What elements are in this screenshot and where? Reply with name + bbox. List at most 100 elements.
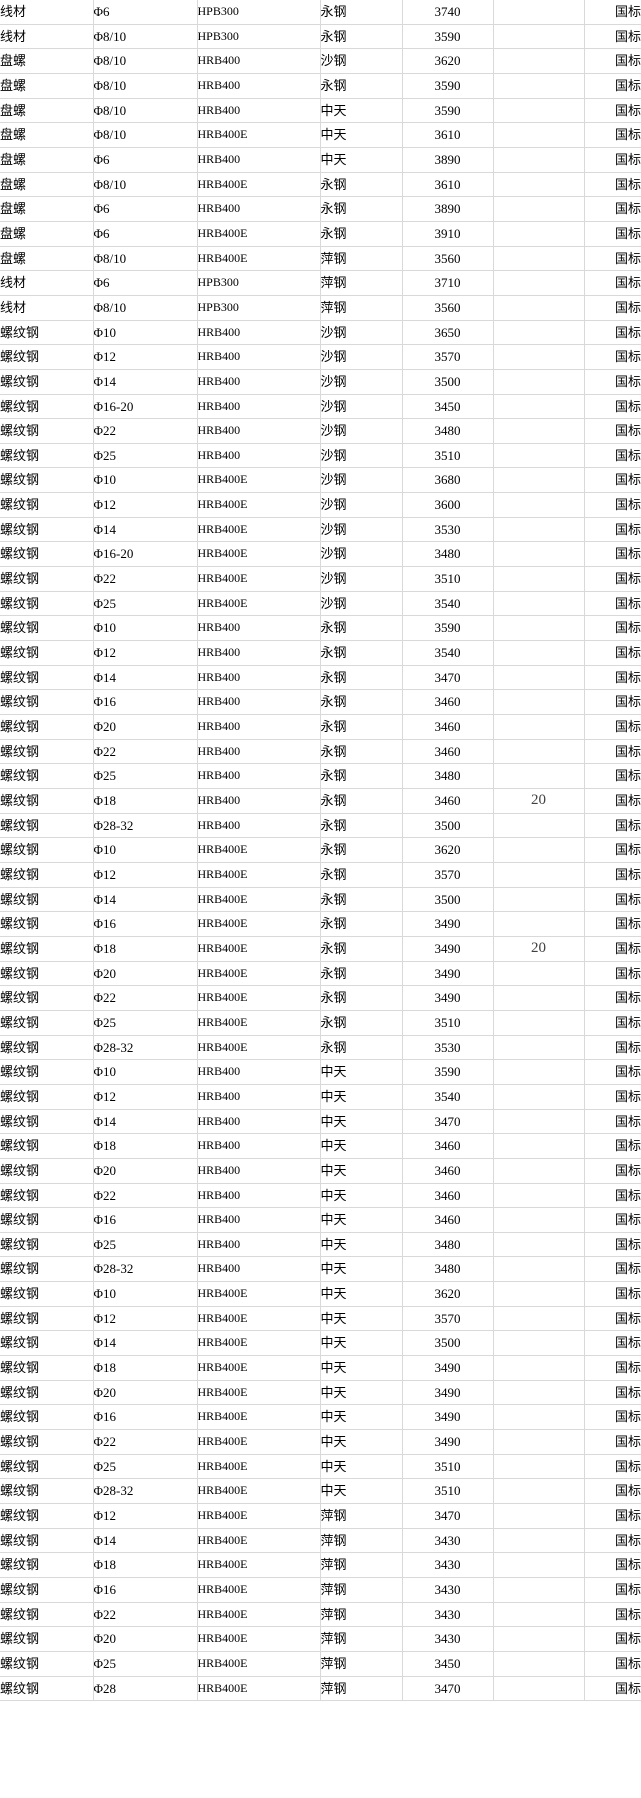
table-row[interactable]: 螺纹钢 Φ22 HRB400E 中天 3490 国标 — [0, 1429, 641, 1455]
table-row[interactable]: 螺纹钢 Φ16 HRB400 中天 3460 国标 — [0, 1207, 641, 1233]
table-row[interactable]: 螺纹钢 Φ12 HRB400E 沙钢 3600 国标 — [0, 492, 641, 518]
cell-change — [493, 1256, 585, 1283]
table-row[interactable]: 螺纹钢 Φ28-32 HRB400 永钢 3500 国标 — [0, 813, 641, 839]
cell-standard: 国标 — [584, 1207, 641, 1233]
table-row[interactable]: 螺纹钢 Φ25 HRB400E 中天 3510 国标 — [0, 1454, 641, 1480]
table-row[interactable]: 螺纹钢 Φ25 HRB400 中天 3480 国标 — [0, 1232, 641, 1258]
cell-product: 螺纹钢 — [0, 689, 94, 716]
cell-spec: Φ16 — [93, 911, 198, 937]
table-row[interactable]: 盘螺 Φ8/10 HRB400E 中天 3610 国标 — [0, 122, 641, 148]
table-row[interactable]: 线材 Φ8/10 HPB300 萍钢 3560 国标 — [0, 295, 641, 321]
cell-mill: 中天 — [320, 1207, 403, 1233]
cell-grade: HRB400E — [197, 566, 321, 592]
table-row[interactable]: 螺纹钢 Φ20 HRB400 永钢 3460 国标 — [0, 714, 641, 740]
cell-spec: Φ22 — [93, 566, 198, 592]
cell-price: 3490 — [402, 1429, 494, 1455]
table-row[interactable]: 螺纹钢 Φ28 HRB400E 萍钢 3470 国标 — [0, 1676, 641, 1702]
table-row[interactable]: 螺纹钢 Φ10 HRB400E 永钢 3620 国标 — [0, 837, 641, 863]
table-row[interactable]: 螺纹钢 Φ25 HRB400 沙钢 3510 国标 — [0, 443, 641, 469]
table-row[interactable]: 螺纹钢 Φ14 HRB400E 萍钢 3430 国标 — [0, 1528, 641, 1554]
table-row[interactable]: 螺纹钢 Φ16 HRB400 永钢 3460 国标 — [0, 689, 641, 716]
cell-price: 3470 — [402, 1676, 494, 1702]
table-row[interactable]: 螺纹钢 Φ25 HRB400E 永钢 3510 国标 — [0, 1010, 641, 1036]
cell-grade: HRB400 — [197, 1183, 321, 1209]
table-row[interactable]: 盘螺 Φ6 HRB400 永钢 3890 国标 — [0, 196, 641, 222]
table-row[interactable]: 螺纹钢 Φ14 HRB400 沙钢 3500 国标 — [0, 369, 641, 395]
table-row[interactable]: 螺纹钢 Φ22 HRB400E 永钢 3490 国标 — [0, 985, 641, 1011]
table-row[interactable]: 螺纹钢 Φ12 HRB400 沙钢 3570 国标 — [0, 344, 641, 370]
table-row[interactable]: 螺纹钢 Φ25 HRB400E 萍钢 3450 国标 — [0, 1651, 641, 1677]
cell-price: 3460 — [402, 1183, 494, 1209]
table-row[interactable]: 螺纹钢 Φ18 HRB400 中天 3460 国标 — [0, 1133, 641, 1159]
cell-price: 3500 — [402, 813, 494, 839]
cell-grade: HRB400 — [197, 1158, 321, 1184]
table-row[interactable]: 螺纹钢 Φ20 HRB400E 萍钢 3430 国标 — [0, 1626, 641, 1652]
cell-change — [493, 467, 585, 494]
table-row[interactable]: 螺纹钢 Φ14 HRB400E 永钢 3500 国标 — [0, 887, 641, 913]
table-row[interactable]: 螺纹钢 Φ16-20 HRB400 沙钢 3450 国标 — [0, 394, 641, 420]
table-row[interactable]: 螺纹钢 Φ10 HRB400 永钢 3590 国标 — [0, 615, 641, 642]
cell-spec: Φ14 — [93, 887, 198, 913]
cell-standard: 国标 — [584, 320, 641, 346]
table-row[interactable]: 螺纹钢 Φ12 HRB400E 永钢 3570 国标 — [0, 862, 641, 888]
cell-product: 螺纹钢 — [0, 615, 94, 642]
table-row[interactable]: 螺纹钢 Φ25 HRB400 永钢 3480 国标 — [0, 763, 641, 789]
table-row[interactable]: 螺纹钢 Φ18 HRB400 永钢 3460 20 国标 — [0, 788, 641, 814]
table-row[interactable]: 螺纹钢 Φ12 HRB400E 中天 3570 国标 — [0, 1306, 641, 1332]
table-row[interactable]: 螺纹钢 Φ16 HRB400E 中天 3490 国标 — [0, 1404, 641, 1431]
cell-price: 3740 — [402, 0, 494, 25]
table-row[interactable]: 线材 Φ8/10 HPB300 永钢 3590 国标 — [0, 24, 641, 50]
table-row[interactable]: 线材 Φ6 HPB300 永钢 3740 国标 — [0, 0, 641, 25]
table-row[interactable]: 盘螺 Φ6 HRB400E 永钢 3910 国标 — [0, 221, 641, 247]
table-row[interactable]: 螺纹钢 Φ20 HRB400 中天 3460 国标 — [0, 1158, 641, 1184]
cell-price: 3490 — [402, 961, 494, 987]
table-row[interactable]: 螺纹钢 Φ22 HRB400 永钢 3460 国标 — [0, 739, 641, 765]
table-row[interactable]: 盘螺 Φ8/10 HRB400E 萍钢 3560 国标 — [0, 246, 641, 272]
table-row[interactable]: 盘螺 Φ8/10 HRB400 永钢 3590 国标 — [0, 73, 641, 99]
table-row[interactable]: 螺纹钢 Φ20 HRB400E 中天 3490 国标 — [0, 1380, 641, 1406]
table-row[interactable]: 螺纹钢 Φ18 HRB400E 永钢 3490 20 国标 — [0, 936, 641, 962]
table-row[interactable]: 螺纹钢 Φ12 HRB400 永钢 3540 国标 — [0, 640, 641, 666]
table-row[interactable]: 螺纹钢 Φ10 HRB400 中天 3590 国标 — [0, 1059, 641, 1085]
cell-spec: Φ25 — [93, 763, 198, 789]
table-row[interactable]: 螺纹钢 Φ28-32 HRB400 中天 3480 国标 — [0, 1256, 641, 1283]
table-row[interactable]: 螺纹钢 Φ16-20 HRB400E 沙钢 3480 国标 — [0, 541, 641, 568]
table-row[interactable]: 螺纹钢 Φ25 HRB400E 沙钢 3540 国标 — [0, 591, 641, 617]
table-row[interactable]: 盘螺 Φ8/10 HRB400 中天 3590 国标 — [0, 98, 641, 124]
table-row[interactable]: 螺纹钢 Φ14 HRB400 永钢 3470 国标 — [0, 665, 641, 691]
table-row[interactable]: 螺纹钢 Φ18 HRB400E 中天 3490 国标 — [0, 1355, 641, 1381]
table-row[interactable]: 盘螺 Φ6 HRB400 中天 3890 国标 — [0, 147, 641, 173]
table-row[interactable]: 螺纹钢 Φ14 HRB400E 沙钢 3530 国标 — [0, 517, 641, 543]
table-row[interactable]: 螺纹钢 Φ16 HRB400E 永钢 3490 国标 — [0, 911, 641, 937]
cell-standard: 国标 — [584, 1109, 641, 1135]
table-row[interactable]: 螺纹钢 Φ12 HRB400E 萍钢 3470 国标 — [0, 1503, 641, 1529]
table-row[interactable]: 螺纹钢 Φ12 HRB400 中天 3540 国标 — [0, 1084, 641, 1110]
table-row[interactable]: 螺纹钢 Φ28-32 HRB400E 永钢 3530 国标 — [0, 1035, 641, 1061]
cell-product: 螺纹钢 — [0, 320, 94, 346]
cell-spec: Φ20 — [93, 1380, 198, 1406]
table-row[interactable]: 螺纹钢 Φ10 HRB400 沙钢 3650 国标 — [0, 320, 641, 346]
table-row[interactable]: 螺纹钢 Φ16 HRB400E 萍钢 3430 国标 — [0, 1577, 641, 1603]
table-row[interactable]: 盘螺 Φ8/10 HRB400E 永钢 3610 国标 — [0, 172, 641, 198]
table-row[interactable]: 螺纹钢 Φ14 HRB400E 中天 3500 国标 — [0, 1330, 641, 1357]
table-row[interactable]: 螺纹钢 Φ22 HRB400E 萍钢 3430 国标 — [0, 1602, 641, 1628]
table-row[interactable]: 盘螺 Φ8/10 HRB400 沙钢 3620 国标 — [0, 48, 641, 74]
table-row[interactable]: 螺纹钢 Φ22 HRB400 中天 3460 国标 — [0, 1183, 641, 1209]
cell-change — [493, 566, 585, 592]
table-row[interactable]: 螺纹钢 Φ22 HRB400 沙钢 3480 国标 — [0, 418, 641, 444]
table-row[interactable]: 线材 Φ6 HPB300 萍钢 3710 国标 — [0, 270, 641, 296]
table-row[interactable]: 螺纹钢 Φ10 HRB400E 中天 3620 国标 — [0, 1281, 641, 1307]
table-row[interactable]: 螺纹钢 Φ10 HRB400E 沙钢 3680 国标 — [0, 467, 641, 494]
cell-mill: 中天 — [320, 98, 403, 124]
cell-mill: 永钢 — [320, 936, 403, 962]
cell-standard: 国标 — [584, 1380, 641, 1406]
table-row[interactable]: 螺纹钢 Φ14 HRB400 中天 3470 国标 — [0, 1109, 641, 1135]
table-row[interactable]: 螺纹钢 Φ22 HRB400E 沙钢 3510 国标 — [0, 566, 641, 592]
cell-change — [493, 985, 585, 1011]
cell-mill: 中天 — [320, 1059, 403, 1085]
table-row[interactable]: 螺纹钢 Φ20 HRB400E 永钢 3490 国标 — [0, 961, 641, 987]
table-row[interactable]: 螺纹钢 Φ28-32 HRB400E 中天 3510 国标 — [0, 1478, 641, 1505]
table-row[interactable]: 螺纹钢 Φ18 HRB400E 萍钢 3430 国标 — [0, 1552, 641, 1578]
cell-standard: 国标 — [584, 541, 641, 568]
cell-standard: 国标 — [584, 1256, 641, 1283]
